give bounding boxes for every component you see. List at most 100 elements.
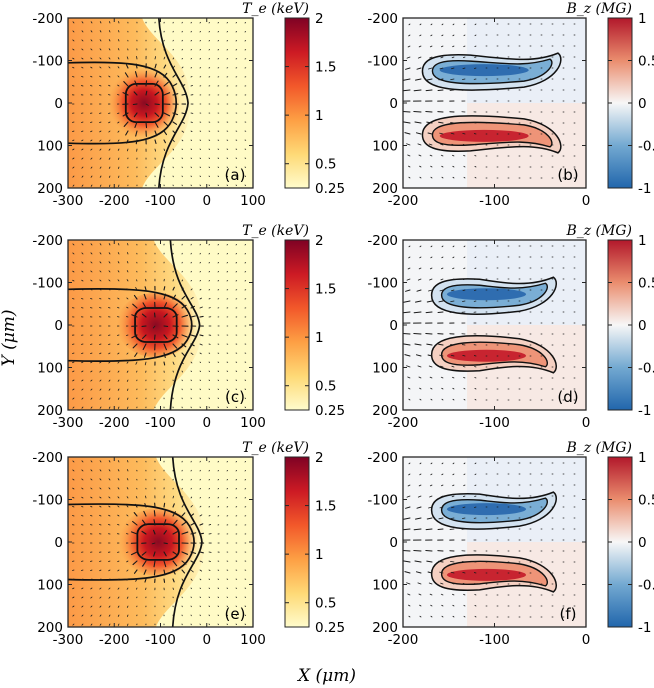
panel-e-flux-arrow <box>181 504 185 508</box>
panel-d-velocity-arrow <box>474 398 477 401</box>
panel-c-plot <box>68 240 253 410</box>
panel-e-flux-arrow <box>72 614 75 617</box>
panel-c-flux-arrow <box>217 252 219 255</box>
panel-a-flux-arrow <box>108 75 111 78</box>
panel-a-flux-arrow <box>90 175 93 178</box>
panel-a-ytick-label: 100 <box>37 139 63 155</box>
panel-d-velocity-arrow <box>428 289 433 292</box>
panel-e-flux-arrow <box>126 514 129 517</box>
panel-b-velocity-arrow <box>428 67 433 70</box>
panel-f-lobe-positive-core <box>446 568 527 581</box>
panel-c-xtick-label: 0 <box>202 415 211 431</box>
panel-e-xtick-label: 100 <box>240 632 266 648</box>
panel-a-flux-arrow <box>235 22 238 24</box>
panel-b-velocity-arrow <box>463 23 466 26</box>
panel-e-flux-arrow <box>172 519 178 526</box>
panel-a-flux-arrow <box>125 64 129 69</box>
panel-e-flux-arrow <box>172 503 175 508</box>
panel-c-flux-arrow <box>108 307 111 309</box>
panel-c-flux-arrow <box>172 352 176 358</box>
panel-f-velocity-arrow <box>462 495 466 498</box>
panel-d-velocity-arrow <box>404 354 411 357</box>
panel-a-flux-arrow <box>81 66 84 69</box>
panel-a-flux-arrow <box>172 83 178 87</box>
panel-e-flux-arrow <box>99 505 102 508</box>
panel-c-ytick-label: -100 <box>32 276 63 292</box>
panel-d-velocity-arrow <box>418 376 422 379</box>
panel-b-velocity-arrow <box>405 67 411 70</box>
panel-c-xtick-label: -300 <box>53 415 84 431</box>
panel-d-ytick-label: -100 <box>367 276 398 292</box>
panel-e-flux-arrow <box>163 502 166 508</box>
panel-d-velocity-arrow <box>463 398 466 401</box>
panel-b-velocity-arrow <box>415 132 422 135</box>
panel-c-contour-envelope <box>169 240 201 410</box>
panel-c-flux-arrow <box>235 253 237 255</box>
panel-c-ytick-label: 100 <box>37 361 63 377</box>
panel-e-flux-arrow <box>135 578 138 582</box>
panel-c-flux-arrow <box>244 397 247 399</box>
panel-a-flux-arrow <box>72 166 75 169</box>
panel-d-velocity-arrow <box>439 289 444 292</box>
panel-a-flux-arrow <box>244 184 247 186</box>
panel-c-contour-outer <box>68 287 193 363</box>
panel-a-flux-arrow <box>135 130 138 137</box>
panel-b-velocity-arrow <box>418 154 422 157</box>
panel-d-xtick-label: 0 <box>582 415 591 431</box>
panel-d-velocity-arrow <box>417 278 422 281</box>
panel-a-flux-arrow <box>81 39 84 42</box>
panel-c-flux-arrow <box>90 352 93 355</box>
panel-c-flux-arrow <box>108 270 111 273</box>
panel-a-flux-arrow <box>190 148 192 150</box>
panel-d-velocity-arrow <box>462 300 466 302</box>
panel-a-flux-arrow <box>154 148 156 152</box>
panel-c-flux-arrow <box>81 361 84 364</box>
panel-c-flux-arrow <box>163 313 168 318</box>
panel-d-velocity-arrow <box>430 256 433 259</box>
panel-b-velocity-arrow <box>450 132 455 135</box>
panel-d-velocity-arrow <box>440 376 444 379</box>
panel-f-panel-label: (f) <box>560 605 577 623</box>
panel-e-flux-arrow <box>90 596 93 599</box>
panel-b-velocity-arrow <box>474 144 477 146</box>
panel-b-velocity-arrow <box>441 45 444 48</box>
panel-d-velocity-arrow <box>405 289 411 292</box>
panel-e-ytick-label: 100 <box>37 578 63 594</box>
panel-f-velocity-arrow <box>404 571 411 574</box>
panel-d-velocity-arrow <box>452 245 455 248</box>
panel-b-velocity-arrow <box>418 45 422 48</box>
panel-a-flux-arrow <box>108 157 111 160</box>
panel-c-flux-arrow <box>72 261 75 264</box>
panel-c-flux-arrow <box>226 244 228 246</box>
panel-e-flux-arrow <box>99 614 102 617</box>
panel-c-flux-arrow <box>108 379 111 382</box>
panel-e-flux-arrow <box>72 569 75 571</box>
panel-f-velocity-arrow <box>405 506 411 509</box>
panel-f-velocity-arrow <box>441 604 444 607</box>
panel-a-flux-arrow <box>126 139 129 144</box>
panel-f-ytick-label: 200 <box>372 620 398 636</box>
panel-e-flux-arrow <box>99 596 102 599</box>
panel-e-flux-arrow <box>226 605 228 607</box>
panel-d-velocity-arrow <box>408 245 411 248</box>
panel-a-flux-arrow <box>81 157 84 160</box>
panel-c-flux-arrow <box>226 262 229 264</box>
panel-c-colorbar-title: T_e (keV) <box>242 223 309 239</box>
panel-a-flux-arrow <box>99 148 102 151</box>
panel-d-velocity-arrow <box>408 387 411 390</box>
panel-d-xtick-label: -200 <box>388 415 419 431</box>
panel-c-flux-arrow <box>181 314 189 318</box>
panel-a-flux-arrow <box>163 148 166 151</box>
panel-b-velocity-arrow <box>462 78 466 80</box>
panel-d-velocity-arrow <box>425 311 433 314</box>
panel-f-velocity-arrow <box>474 484 477 486</box>
panel-b-velocity-arrow <box>419 34 422 37</box>
panel-f-velocity-arrow <box>451 506 455 509</box>
panel-c-flux-arrow <box>81 379 84 382</box>
panel-e-flux-arrow <box>117 569 120 572</box>
panel-b-velocity-arrow <box>474 165 477 168</box>
panel-e-flux-arrow <box>117 587 120 590</box>
panel-a-flux-arrow <box>163 64 167 69</box>
panel-b-colorbar-tick-label: -0.5 <box>638 139 654 155</box>
panel-c-flux-arrow <box>199 370 201 372</box>
